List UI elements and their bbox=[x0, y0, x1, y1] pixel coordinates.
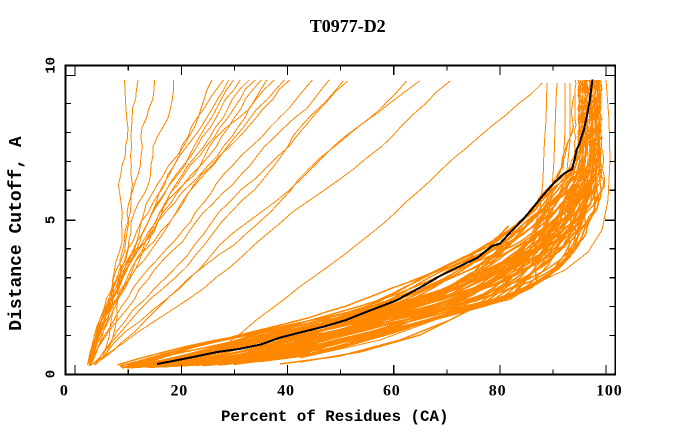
svg-text:T0977-D2: T0977-D2 bbox=[310, 16, 386, 36]
svg-text:0: 0 bbox=[44, 370, 60, 378]
svg-text:80: 80 bbox=[489, 383, 507, 400]
svg-text:20: 20 bbox=[170, 383, 188, 400]
svg-text:100: 100 bbox=[596, 383, 622, 400]
svg-text:40: 40 bbox=[277, 383, 295, 400]
svg-text:0: 0 bbox=[60, 383, 69, 400]
svg-text:60: 60 bbox=[383, 383, 401, 400]
svg-text:Percent of Residues (CA): Percent of Residues (CA) bbox=[221, 408, 449, 426]
svg-text:5: 5 bbox=[44, 216, 60, 224]
svg-text:Distance Cutoff, A: Distance Cutoff, A bbox=[7, 136, 27, 331]
svg-text:10: 10 bbox=[44, 57, 60, 74]
